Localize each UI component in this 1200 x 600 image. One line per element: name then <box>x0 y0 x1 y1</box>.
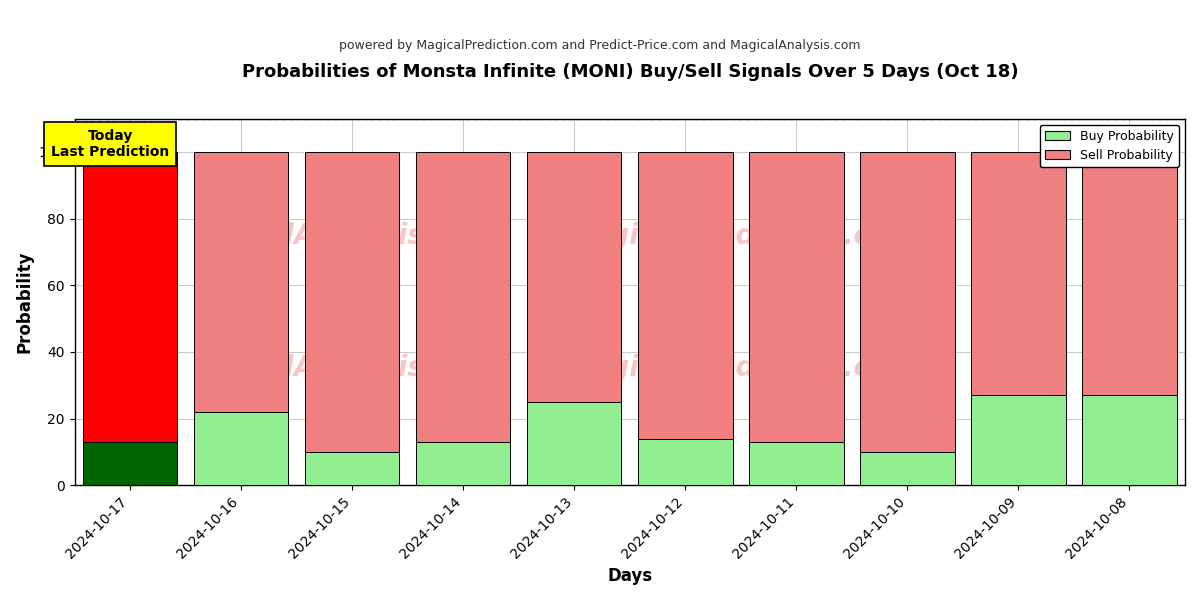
Bar <box>638 152 732 439</box>
Bar <box>527 152 622 402</box>
Bar <box>1082 395 1177 485</box>
Bar <box>194 152 288 412</box>
Bar <box>83 152 178 442</box>
Text: calAnalysis.com: calAnalysis.com <box>250 354 499 382</box>
X-axis label: Days: Days <box>607 567 653 585</box>
Text: MagicalPrediction.com: MagicalPrediction.com <box>563 354 918 382</box>
Bar <box>860 152 955 452</box>
Bar <box>83 442 178 485</box>
Bar <box>194 412 288 485</box>
Bar <box>416 152 510 442</box>
Bar <box>749 152 844 442</box>
Bar <box>638 439 732 485</box>
Bar <box>305 152 400 452</box>
Title: Probabilities of Monsta Infinite (MONI) Buy/Sell Signals Over 5 Days (Oct 18): Probabilities of Monsta Infinite (MONI) … <box>241 63 1018 81</box>
Y-axis label: Probability: Probability <box>16 251 34 353</box>
Text: powered by MagicalPrediction.com and Predict-Price.com and MagicalAnalysis.com: powered by MagicalPrediction.com and Pre… <box>340 38 860 52</box>
Bar <box>749 442 844 485</box>
Text: MagicalPrediction.com: MagicalPrediction.com <box>563 222 918 250</box>
Bar <box>416 442 510 485</box>
Bar <box>305 452 400 485</box>
Text: calAnalysis.com: calAnalysis.com <box>250 222 499 250</box>
Bar <box>971 395 1066 485</box>
Bar <box>527 402 622 485</box>
Bar <box>860 452 955 485</box>
Legend: Buy Probability, Sell Probability: Buy Probability, Sell Probability <box>1040 125 1178 167</box>
Text: Today
Last Prediction: Today Last Prediction <box>52 128 169 159</box>
Bar <box>971 152 1066 395</box>
Bar <box>1082 152 1177 395</box>
